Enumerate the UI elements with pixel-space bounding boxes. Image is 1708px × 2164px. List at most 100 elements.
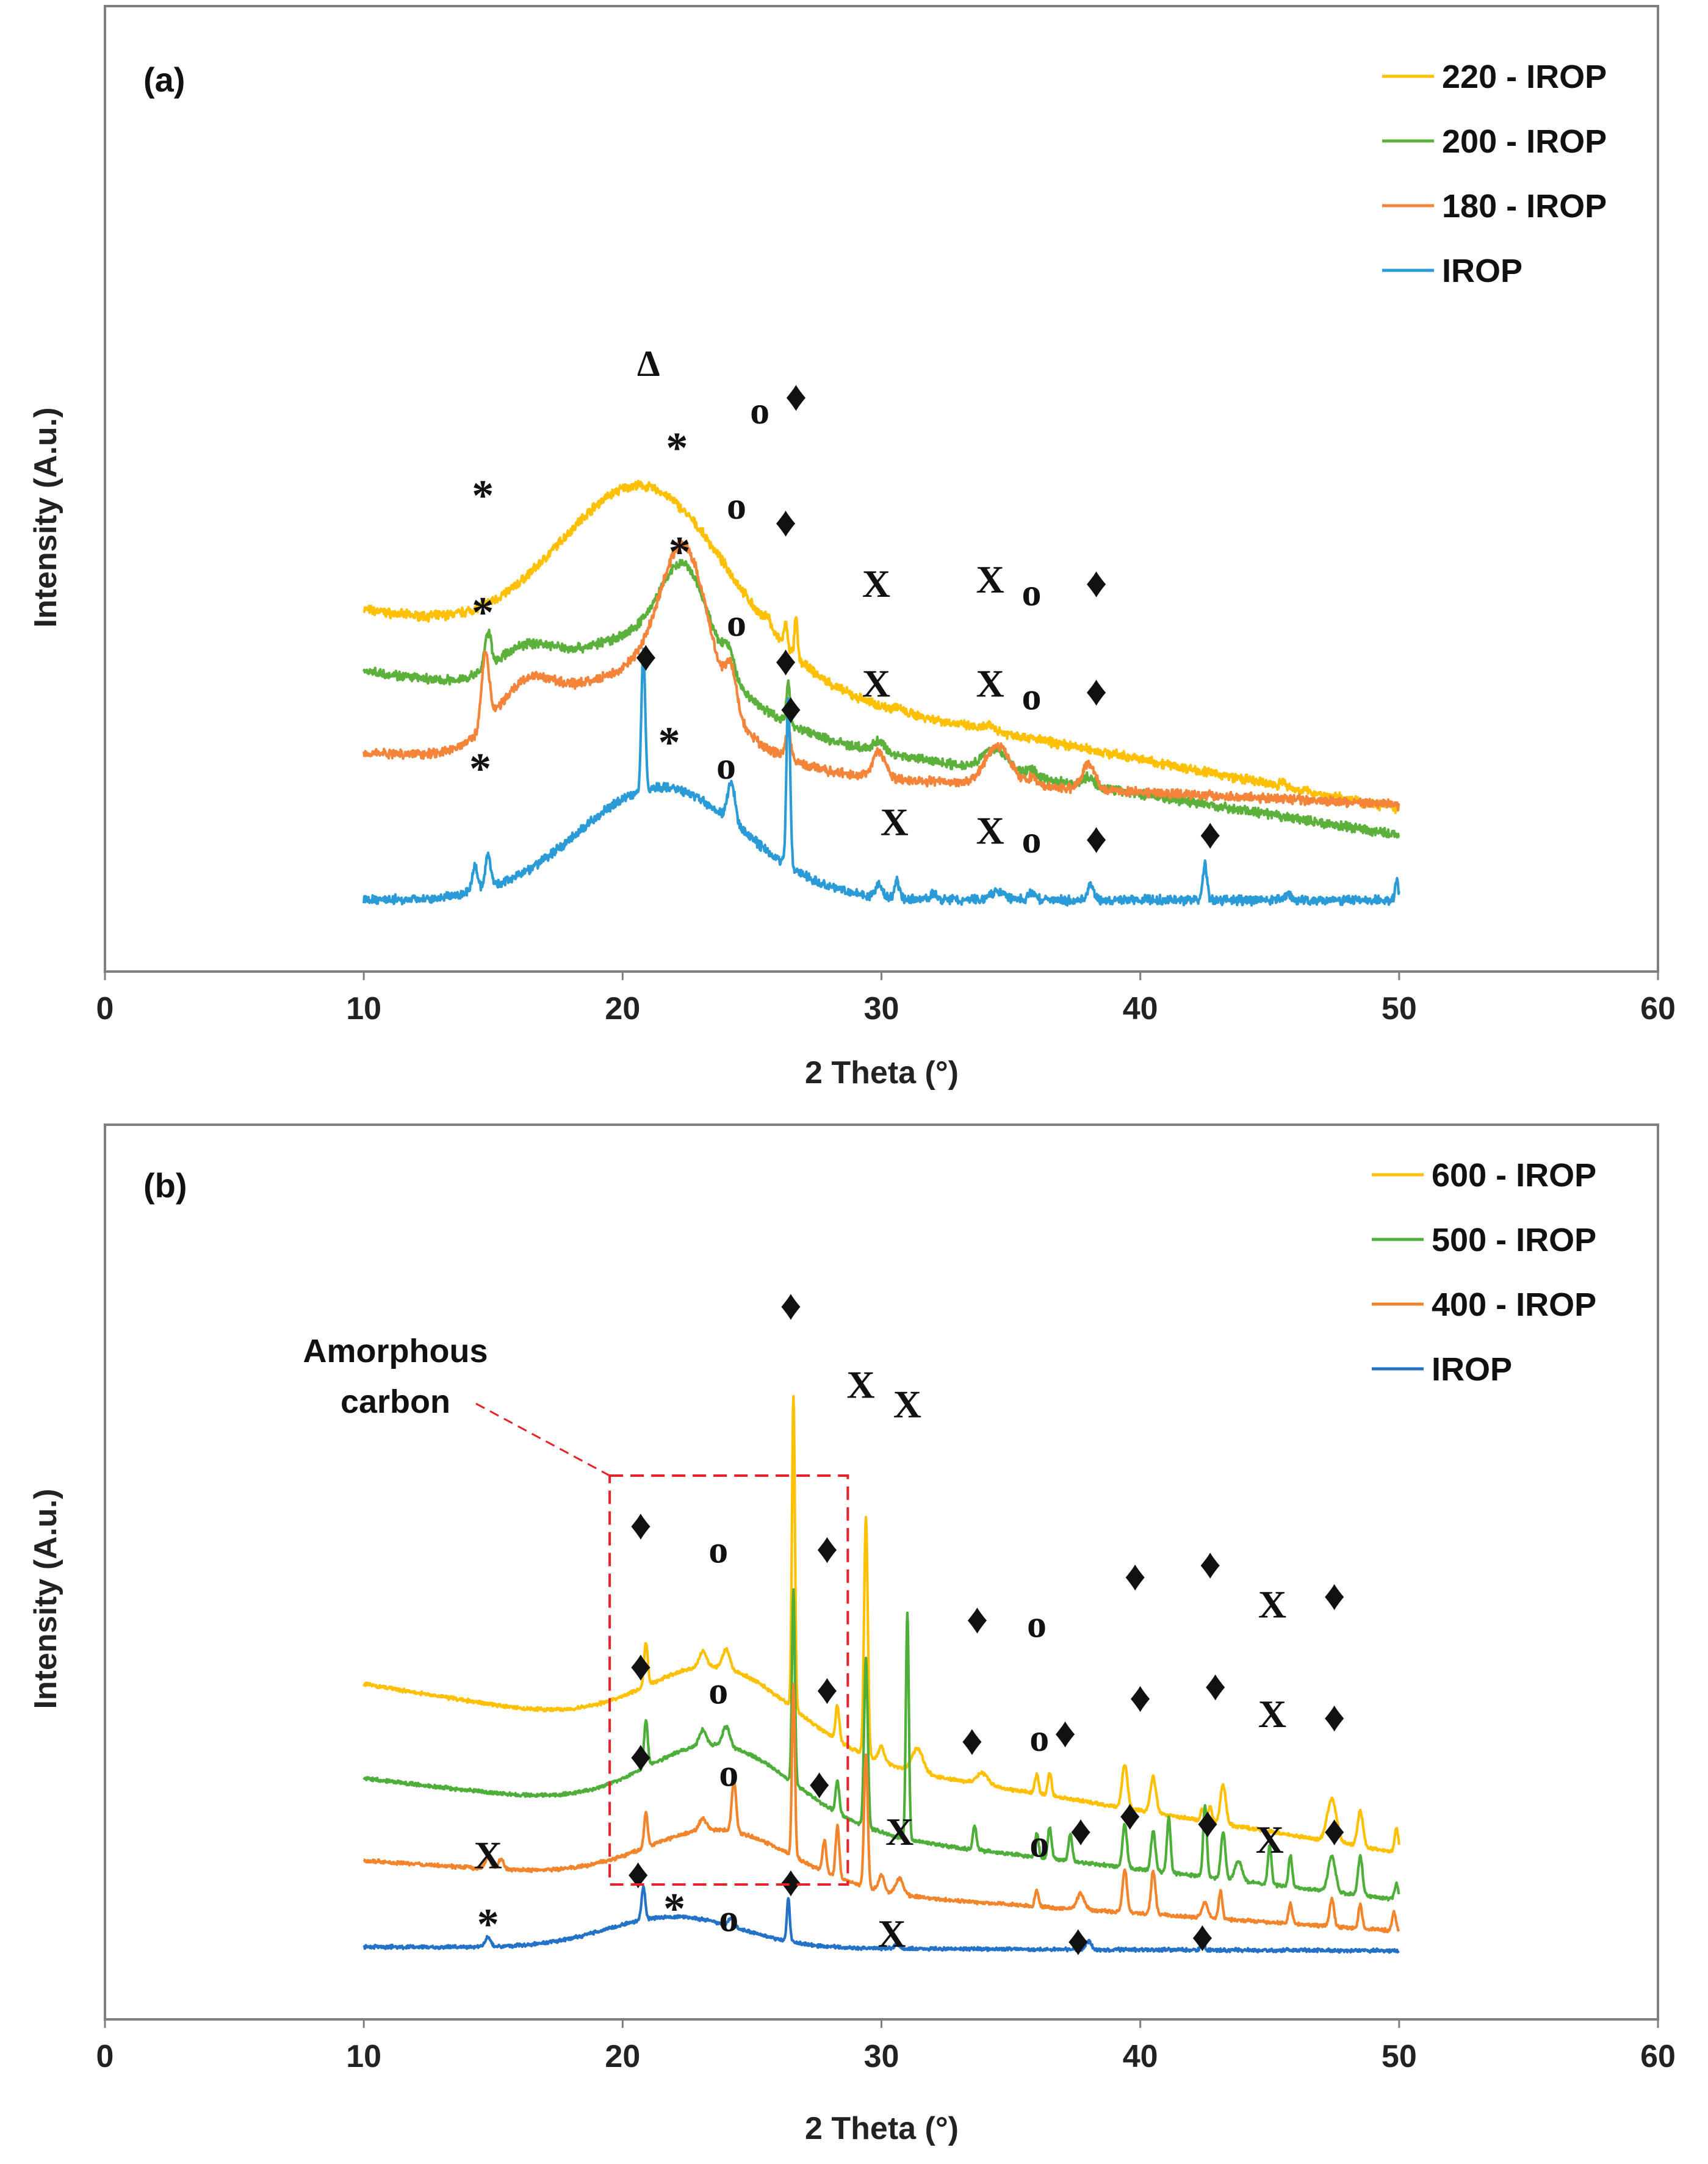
peak-marker-diamond: ♦ [1086, 815, 1108, 862]
legend-label: 200 - IROP [1442, 123, 1607, 160]
peak-marker-x: X [976, 558, 1004, 601]
panel-a-y-axis-label: Intensity (A.u.) [28, 407, 63, 627]
x-tick-label: 50 [1382, 991, 1417, 1026]
legend-label: 180 - IROP [1442, 188, 1607, 225]
panel-b-label: (b) [143, 1166, 187, 1205]
legend-label: 400 - IROP [1432, 1286, 1596, 1323]
x-tick-label: 40 [1123, 2039, 1158, 2074]
peak-marker-diamond: ♦ [961, 1717, 983, 1764]
peak-marker-diamond: ♦ [630, 1733, 652, 1780]
x-tick-label: 40 [1123, 991, 1158, 1026]
peak-marker-diamond: ♦ [1197, 1800, 1219, 1847]
x-tick-label: 10 [346, 991, 381, 1026]
panel-a: (a) Intensity (A.u.) 2 Theta (°) 0 10 20 30… [28, 5, 1676, 1091]
peak-marker-asterisk: * [666, 424, 688, 472]
peak-marker-circle: o [708, 1527, 728, 1571]
peak-marker-asterisk: * [469, 744, 491, 793]
peak-marker-diamond: ♦ [1130, 1675, 1151, 1722]
peak-marker-diamond: ♦ [635, 633, 657, 680]
peak-marker-diamond: ♦ [1086, 560, 1108, 607]
x-tick-label: 60 [1640, 2039, 1676, 2074]
peak-marker-diamond: ♦ [780, 1859, 802, 1906]
peak-marker-x: X [862, 562, 890, 605]
peak-marker-asterisk: * [658, 718, 680, 767]
peak-marker-diamond: ♦ [775, 499, 797, 546]
peak-marker-x: X [976, 809, 1004, 853]
peak-marker-asterisk: * [477, 1900, 499, 1949]
series-line-irop [362, 1884, 1400, 1954]
panel-b-legend: 600 - IROP 500 - IROP 400 - IROP IROP [1372, 1157, 1596, 1388]
panel-b-x-axis: 0 10 20 30 40 50 60 [96, 2019, 1676, 2074]
peak-marker-diamond: ♦ [630, 1502, 652, 1549]
peak-marker-diamond: ♦ [1124, 1553, 1146, 1600]
peak-marker-diamond: ♦ [816, 1667, 838, 1714]
peak-marker-diamond: ♦ [1067, 1917, 1089, 1964]
peak-marker-x: X [976, 662, 1004, 705]
peak-marker-diamond: ♦ [1324, 1572, 1346, 1619]
callout-leader-line [475, 1402, 610, 1477]
peak-marker-asterisk: * [663, 1884, 685, 1933]
x-tick-label: 20 [605, 2039, 640, 2074]
callout-line-2: carbon [341, 1383, 450, 1420]
peak-marker-x: X [881, 801, 909, 844]
panel-b-series [362, 1394, 1400, 1954]
amorphous-carbon-callout: Amorphous carbon [303, 1333, 849, 1886]
panel-b-plot-area [104, 1123, 1659, 2021]
series-line-220-irop [362, 480, 1400, 815]
peak-marker-circle: o [716, 744, 736, 787]
legend-label: IROP [1432, 1351, 1512, 1388]
panel-a-series [362, 480, 1400, 907]
legend-label: 600 - IROP [1432, 1157, 1596, 1194]
peak-marker-circle: o [719, 1751, 738, 1795]
peak-marker-diamond: ♦ [1119, 1792, 1141, 1839]
peak-marker-diamond: ♦ [1205, 1662, 1227, 1709]
series-line-200-irop [362, 558, 1400, 839]
peak-marker-diamond: ♦ [630, 1643, 652, 1690]
panel-b-x-axis-label: 2 Theta (°) [805, 2111, 959, 2146]
peak-marker-circle: o [1022, 818, 1042, 861]
peak-marker-diamond: ♦ [1192, 1913, 1214, 1960]
peak-marker-circle: o [727, 601, 746, 644]
peak-marker-x: X [885, 1810, 913, 1853]
peak-marker-circle: o [708, 1669, 728, 1712]
panel-b-annotations: ♦X X♦o ♦♦ o♦ ♦X ♦♦o ♦♦ o ♦♦ ♦X ♦♦ o ♦X o ♦ ♦ ♦ X ♦X ♦* * o♦X ♦… [474, 1282, 1346, 1964]
x-tick-label: 30 [864, 2039, 899, 2074]
peak-marker-circle: o [1022, 571, 1042, 614]
peak-marker-x: X [893, 1383, 921, 1426]
x-tick-label: 20 [605, 991, 640, 1026]
peak-marker-diamond: ♦ [1086, 668, 1108, 715]
peak-marker-asterisk: * [669, 527, 691, 576]
peak-marker-diamond: ♦ [1324, 1694, 1346, 1741]
peak-marker-circle: o [1022, 675, 1042, 718]
panel-a-legend: 220 - IROP 200 - IROP 180 - IROP IROP [1382, 59, 1607, 289]
peak-marker-diamond: ♦ [627, 1851, 649, 1898]
x-tick-label: 50 [1382, 2039, 1417, 2074]
peak-marker-x: X [846, 1363, 874, 1407]
legend-label: 220 - IROP [1442, 59, 1607, 95]
peak-marker-diamond: ♦ [780, 685, 802, 732]
peak-marker-circle: o [750, 389, 769, 432]
x-tick-label: 0 [96, 2039, 114, 2074]
peak-marker-diamond: ♦ [785, 373, 807, 420]
peak-marker-diamond: ♦ [1199, 811, 1221, 858]
peak-marker-asterisk: * [472, 588, 494, 637]
peak-marker-x: X [862, 662, 890, 705]
panel-a-x-axis-label: 2 Theta (°) [805, 1055, 959, 1091]
panel-b: (b) Intensity (A.u.) 2 Theta (°) 0 10 20 30… [28, 1123, 1676, 2146]
peak-marker-diamond: ♦ [1054, 1709, 1076, 1756]
peak-marker-asterisk: * [472, 471, 494, 520]
legend-label: IROP [1442, 253, 1522, 289]
x-tick-label: 10 [346, 2039, 381, 2074]
peak-marker-diamond: ♦ [1324, 1808, 1346, 1855]
peak-marker-diamond: ♦ [816, 1525, 838, 1572]
series-line-180-irop [362, 539, 1400, 812]
panel-a-x-axis: 0 10 20 30 40 50 60 [96, 972, 1676, 1026]
peak-marker-diamond: ♦ [1199, 1541, 1221, 1588]
callout-line-1: Amorphous [303, 1333, 488, 1369]
peak-marker-diamond: ♦ [1070, 1808, 1092, 1855]
peak-marker-circle: o [1029, 1822, 1049, 1865]
peak-marker-diamond: ♦ [809, 1761, 831, 1808]
x-tick-label: 60 [1640, 991, 1676, 1026]
series-line-600-irop [362, 1394, 1400, 1854]
